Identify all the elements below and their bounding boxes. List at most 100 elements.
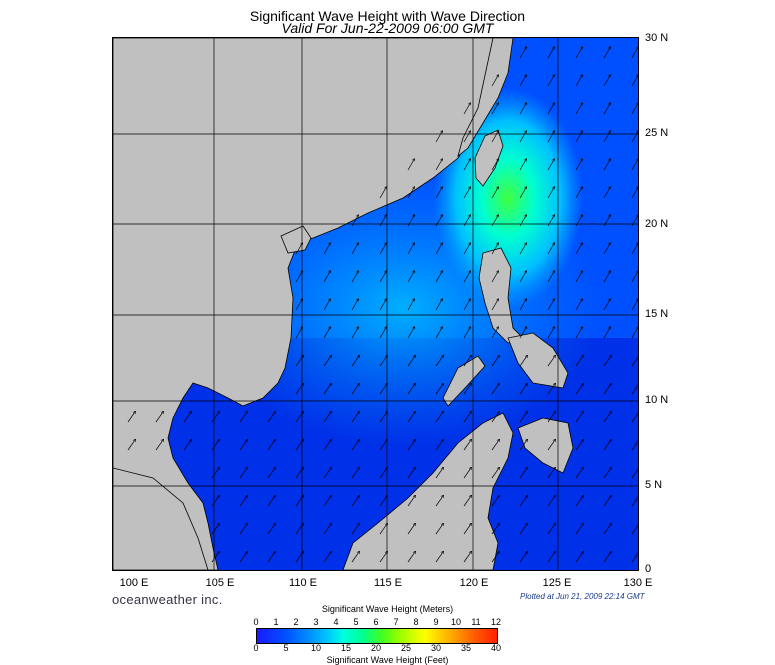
wave-arrow — [407, 159, 415, 171]
wave-arrow — [211, 439, 219, 451]
wave-arrow — [547, 47, 555, 59]
colorbar-tick: 10 — [310, 643, 322, 653]
philippines-south — [507, 332, 574, 474]
wave-arrow — [603, 75, 611, 87]
wave-arrow — [631, 467, 638, 479]
wave-arrow — [575, 243, 583, 255]
wave-arrow — [379, 271, 387, 283]
wave-arrow — [127, 439, 135, 451]
wave-arrow — [519, 75, 527, 87]
wave-arrow — [463, 103, 471, 115]
wave-arrow — [519, 355, 527, 367]
wave-arrow — [631, 75, 638, 87]
wave-arrow — [211, 495, 219, 507]
colorbar-tick: 2 — [293, 617, 299, 627]
wave-arrow — [183, 439, 191, 451]
wave-arrow — [323, 243, 331, 255]
wave-arrow — [435, 355, 443, 367]
wave-arrow — [351, 299, 359, 311]
wave-arrow — [407, 271, 415, 283]
wave-arrow — [351, 467, 359, 479]
wave-arrow — [491, 411, 499, 423]
wave-arrow — [575, 187, 583, 199]
wave-arrow — [547, 495, 555, 507]
wave-arrow — [575, 355, 583, 367]
wave-arrow — [631, 131, 638, 143]
mainland-east-coast — [457, 38, 514, 158]
wave-arrow — [295, 467, 303, 479]
wave-arrow — [295, 383, 303, 395]
wave-arrow — [547, 75, 555, 87]
colorbar-tick: 1 — [273, 617, 279, 627]
wave-arrow — [407, 551, 415, 563]
wave-arrow — [407, 187, 415, 199]
wave-arrow — [127, 411, 135, 423]
wave-arrow — [547, 411, 555, 423]
wave-arrow — [491, 215, 499, 227]
wave-arrow — [323, 411, 331, 423]
wave-arrow — [463, 467, 471, 479]
wave-arrow — [631, 299, 638, 311]
wave-arrow — [575, 523, 583, 535]
wave-arrow — [463, 215, 471, 227]
wave-arrow — [379, 243, 387, 255]
wave-arrow — [575, 131, 583, 143]
wave-arrow — [547, 215, 555, 227]
wave-arrow — [211, 467, 219, 479]
wave-arrow — [575, 467, 583, 479]
wave-arrow — [603, 551, 611, 563]
wave-arrow — [435, 523, 443, 535]
wave-arrow — [435, 299, 443, 311]
palawan — [442, 355, 486, 407]
wave-arrow — [519, 551, 527, 563]
colorbar-tick: 15 — [340, 643, 352, 653]
wave-arrow — [519, 411, 527, 423]
wave-arrow — [519, 159, 527, 171]
lat-label: 20 N — [645, 218, 669, 230]
wave-arrow — [491, 355, 499, 367]
wave-arrow — [575, 327, 583, 339]
wave-arrow — [575, 495, 583, 507]
wave-arrow — [603, 495, 611, 507]
colorbar-tick: 7 — [393, 617, 399, 627]
colorbar-tick: 40 — [490, 643, 502, 653]
lon-label: 120 E — [459, 577, 489, 589]
wave-arrow — [435, 131, 443, 143]
wave-direction-arrows — [127, 47, 638, 563]
wave-arrow — [491, 523, 499, 535]
wave-arrow — [407, 495, 415, 507]
lat-label: 15 N — [645, 308, 669, 320]
wave-arrow — [631, 551, 638, 563]
wave-arrow — [519, 495, 527, 507]
lon-label: 110 E — [289, 577, 317, 589]
wave-arrow — [323, 523, 331, 535]
wave-arrow — [407, 327, 415, 339]
wave-arrow — [351, 439, 359, 451]
wave-arrow — [491, 299, 499, 311]
wave-arrow — [463, 355, 471, 367]
wave-arrow — [379, 551, 387, 563]
wave-arrow — [603, 411, 611, 423]
wave-arrow — [435, 495, 443, 507]
wave-arrow — [463, 271, 471, 283]
wave-arrow — [211, 523, 219, 535]
lon-label: 115 E — [374, 577, 402, 589]
wave-arrow — [295, 551, 303, 563]
lat-label: 25 N — [645, 127, 669, 139]
wave-arrow — [407, 355, 415, 367]
wave-arrow — [295, 439, 303, 451]
wave-arrow — [547, 159, 555, 171]
wave-arrow — [575, 271, 583, 283]
wave-arrow — [435, 439, 443, 451]
colorbar-tick: 0 — [253, 617, 259, 627]
wave-arrow — [631, 159, 638, 171]
wave-arrow — [463, 159, 471, 171]
wave-arrow — [407, 523, 415, 535]
asia-mainland — [113, 38, 514, 570]
colorbar-tick: 12 — [490, 617, 502, 627]
wave-arrow — [547, 103, 555, 115]
wave-arrow — [519, 523, 527, 535]
colorbar — [256, 628, 498, 644]
colorbar-tick: 5 — [353, 617, 359, 627]
wave-arrow — [463, 131, 471, 143]
